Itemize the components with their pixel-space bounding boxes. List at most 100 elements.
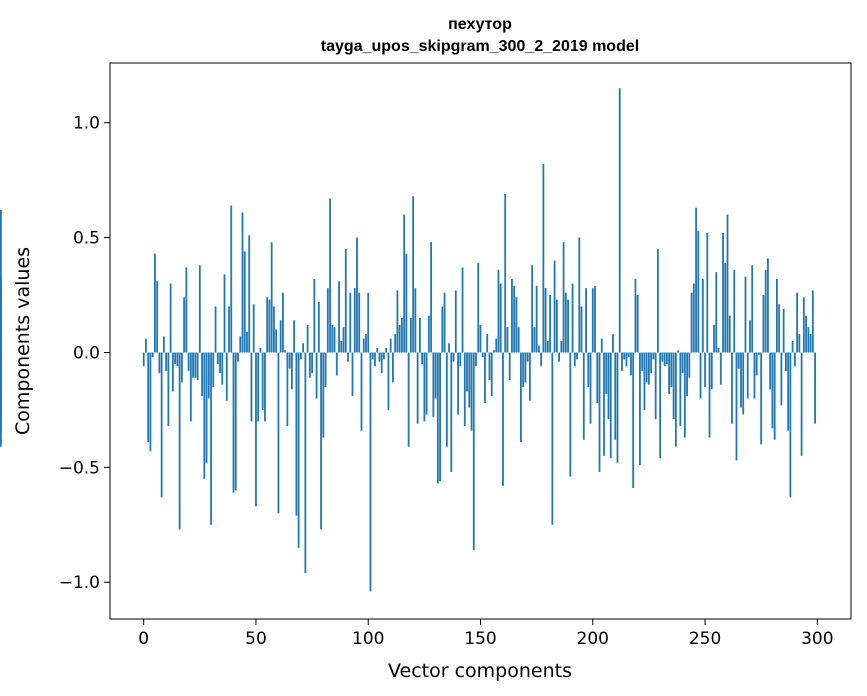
bar-44	[241, 212, 244, 353]
bar-258	[722, 233, 724, 353]
bar-229	[656, 249, 659, 353]
y-tick-label: 0.5	[73, 229, 100, 249]
bar-28	[205, 352, 208, 463]
bar-56	[268, 299, 271, 353]
x-tick-label: 150	[464, 629, 496, 649]
bar-251	[706, 233, 709, 353]
bar-76	[313, 278, 316, 353]
bar-103	[374, 352, 376, 367]
bar-140	[457, 352, 459, 415]
bar-141	[459, 352, 462, 367]
bar-282	[776, 278, 778, 353]
bar-32	[214, 306, 217, 353]
bar-191	[571, 283, 574, 353]
bar-299	[814, 352, 816, 424]
bar-183	[553, 260, 556, 353]
bar-43	[239, 336, 242, 353]
bar-0	[142, 352, 145, 367]
bar-97	[360, 352, 363, 431]
bar-290	[793, 352, 796, 367]
bar-148	[475, 352, 477, 367]
bar-70	[299, 352, 302, 360]
bar-45	[243, 251, 246, 353]
bar-126	[425, 352, 428, 415]
bar-235	[670, 352, 673, 387]
bar-58	[273, 306, 275, 353]
bar-241	[683, 352, 686, 438]
bar-176	[537, 345, 540, 353]
bar-273	[755, 352, 758, 376]
bar-209	[612, 334, 614, 353]
bar-1	[145, 338, 147, 353]
bar-224	[645, 352, 648, 383]
bar-93	[351, 352, 354, 397]
bar-120	[412, 196, 415, 353]
bar-8	[160, 352, 163, 498]
bar-14	[174, 352, 177, 364]
bar-22	[192, 352, 194, 378]
bar-60	[277, 352, 280, 514]
bar-71	[302, 343, 305, 353]
bar-101	[369, 352, 372, 592]
bar-245	[692, 283, 695, 353]
bar-237	[674, 352, 677, 447]
bar-65	[288, 352, 291, 369]
bar-272	[753, 352, 756, 399]
x-axis: 0 50 100 150 200 250 300	[138, 619, 834, 649]
bar-108	[385, 347, 388, 353]
bar-244	[690, 292, 693, 353]
bar-270	[749, 320, 751, 353]
bar-136	[448, 343, 450, 353]
bar-242	[686, 352, 688, 397]
bar-150	[479, 324, 482, 353]
bar-253	[710, 352, 713, 390]
bar-268	[744, 276, 747, 353]
bar-159	[499, 283, 502, 353]
bar-90	[344, 249, 347, 353]
bar-134	[443, 292, 446, 353]
bar-89	[342, 327, 345, 353]
bar-196	[582, 352, 585, 440]
bar-274	[758, 352, 760, 355]
x-axis-label: Vector components	[388, 660, 572, 682]
bar-29	[207, 352, 210, 399]
bar-289	[791, 341, 794, 353]
bar-239	[679, 352, 682, 427]
bar-47	[248, 235, 251, 353]
bar-234	[668, 352, 671, 394]
bar-184	[555, 299, 558, 353]
bar-4	[151, 352, 154, 358]
bar-124	[421, 352, 424, 364]
bar-162	[506, 327, 509, 353]
y-tick-label: 1.0	[73, 114, 100, 134]
bar-149	[477, 262, 480, 353]
bar-92	[349, 292, 352, 353]
bar-207	[607, 352, 610, 420]
bar-219	[634, 278, 637, 353]
bar-61	[279, 320, 282, 353]
bar-35	[221, 352, 224, 385]
bar-30	[210, 352, 212, 525]
bar-174	[533, 327, 536, 353]
bar-264	[735, 352, 738, 461]
bar-123	[418, 318, 421, 353]
bar-83	[329, 198, 331, 353]
bar-166	[515, 297, 518, 353]
bar-204	[600, 338, 603, 353]
bar-91	[347, 352, 349, 362]
bar-211	[616, 352, 619, 463]
bar-143	[463, 352, 466, 427]
bar-117	[405, 253, 408, 353]
bar-26	[201, 352, 203, 397]
bar-266	[740, 352, 742, 408]
bar-105	[378, 352, 381, 362]
bar-67	[293, 320, 296, 353]
bar-48	[250, 352, 253, 422]
bar-168	[520, 352, 522, 443]
bar-145	[468, 352, 471, 408]
bar-142	[461, 267, 464, 353]
bar-284	[780, 352, 783, 406]
bar-228	[654, 352, 657, 420]
x-tick-label: 250	[689, 629, 721, 649]
bar-7	[158, 352, 161, 374]
